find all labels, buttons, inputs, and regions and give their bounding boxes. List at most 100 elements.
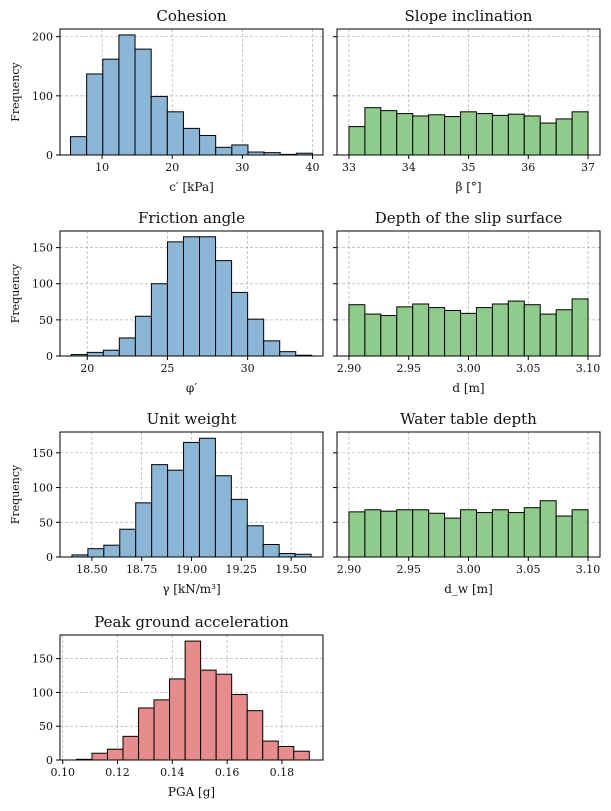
- histogram-bar: [166, 241, 184, 357]
- chart-title: Cohesion: [156, 7, 227, 25]
- x-tick-label: 3.05: [516, 362, 541, 375]
- histogram-bar: [348, 304, 366, 357]
- histogram-bar: [215, 673, 233, 761]
- x-tick-label: 0.12: [105, 766, 130, 779]
- histogram-bar: [263, 340, 281, 357]
- histogram-panel: 2.90 2.95 3.00 3.05 3.10 Water table depth d_w…: [333, 410, 601, 596]
- histogram-bar: [364, 107, 382, 156]
- x-tick-label: 2.95: [396, 362, 421, 375]
- histogram-panel: 10 20 30 40 0 100 200 Cohesion c′ [kPa] Frequency: [9, 7, 324, 194]
- x-axis-label: φ′: [186, 381, 197, 395]
- chart-title: Slope inclination: [405, 7, 533, 25]
- x-tick-label: 30: [235, 161, 249, 174]
- histogram-bar: [491, 509, 509, 558]
- histogram-bar: [183, 441, 200, 558]
- x-tick-label: 2.90: [337, 563, 362, 576]
- x-tick-label: 34: [402, 161, 416, 174]
- x-tick-label: 2.90: [337, 362, 362, 375]
- x-tick-label: 36: [521, 161, 535, 174]
- histogram-bar: [539, 500, 557, 558]
- histogram-bar: [70, 136, 88, 156]
- histogram-bar: [262, 544, 280, 558]
- histogram-bar: [428, 114, 446, 156]
- histogram-bar: [555, 515, 573, 558]
- histogram-bar: [475, 307, 493, 357]
- histogram-bar: [444, 309, 462, 357]
- histogram-bar: [555, 118, 573, 156]
- y-tick-label: 0: [46, 551, 53, 564]
- x-tick-label: 3.10: [576, 362, 601, 375]
- x-tick-label: 0.14: [160, 766, 185, 779]
- histogram-bar: [555, 309, 573, 357]
- histogram-bar: [102, 58, 120, 156]
- x-tick-label: 33: [342, 161, 356, 174]
- histogram-bar: [151, 464, 169, 558]
- y-axis-label: Frequency: [9, 263, 22, 323]
- y-tick-label: 0: [46, 149, 53, 162]
- x-tick-label: 19.00: [176, 563, 208, 576]
- x-tick-label: 0.16: [215, 766, 240, 779]
- y-tick-label: 100: [32, 686, 53, 699]
- histogram-bar: [153, 699, 171, 761]
- histogram-bar: [215, 260, 233, 357]
- histogram-bar: [214, 475, 232, 558]
- histogram-bar: [364, 509, 382, 558]
- x-tick-label: 3.00: [456, 563, 481, 576]
- histogram-bar: [118, 337, 136, 357]
- x-tick-label: 2.95: [396, 563, 421, 576]
- histogram-bar: [571, 509, 589, 558]
- histogram-bar: [135, 502, 153, 558]
- histogram-bar: [523, 507, 541, 558]
- chart-title: Water table depth: [400, 410, 537, 428]
- x-axis-label: d_w [m]: [444, 582, 493, 596]
- histogram-panel: 0.10 0.12 0.14 0.16 0.18 0 50 100 150 Peak ground…: [32, 613, 324, 799]
- x-tick-label: 3.00: [456, 362, 481, 375]
- histogram-bar: [507, 512, 525, 558]
- histogram-bar: [150, 95, 168, 156]
- histogram-bar: [279, 351, 297, 357]
- histogram-bar: [507, 300, 525, 357]
- y-tick-label: 100: [32, 90, 53, 103]
- y-axis-label: Frequency: [9, 61, 22, 121]
- x-tick-label: 30: [241, 362, 255, 375]
- histogram-bar: [412, 115, 430, 156]
- histogram-bar: [246, 710, 264, 761]
- histogram-bar: [200, 669, 217, 761]
- histogram-bar: [138, 707, 155, 761]
- histogram-bar: [523, 115, 541, 156]
- x-tick-label: 25: [160, 362, 174, 375]
- histogram-bar: [539, 313, 557, 357]
- histogram-bar: [199, 236, 217, 357]
- histogram-bar: [507, 113, 525, 156]
- histogram-bar: [293, 750, 310, 761]
- y-tick-label: 150: [32, 242, 53, 255]
- histogram-bar: [230, 498, 248, 558]
- histogram-bar: [460, 312, 477, 357]
- y-tick-label: 150: [32, 653, 53, 666]
- histogram-bar: [169, 678, 186, 761]
- x-tick-label: 19.50: [275, 563, 307, 576]
- x-axis-label: PGA [g]: [168, 785, 215, 799]
- histogram-bar: [444, 517, 462, 558]
- y-tick-label: 0: [46, 754, 53, 767]
- histogram-bar: [247, 318, 265, 357]
- histogram-bar: [86, 351, 104, 357]
- x-axis-label: γ [kN/m³]: [162, 582, 220, 596]
- histogram-bar: [475, 113, 493, 156]
- histogram-bar: [396, 113, 414, 156]
- histogram-bar: [380, 110, 398, 156]
- y-tick-label: 50: [39, 516, 53, 529]
- histogram-bar: [460, 111, 477, 156]
- histogram-bar: [412, 303, 430, 357]
- histogram-bar: [277, 745, 295, 761]
- histogram-bar: [491, 114, 509, 156]
- chart-title: Friction angle: [138, 209, 245, 227]
- x-tick-label: 18.75: [126, 563, 158, 576]
- y-tick-label: 50: [39, 314, 53, 327]
- histogram-bar: [348, 126, 366, 156]
- histogram-bar: [428, 512, 446, 558]
- x-tick-label: 18.50: [76, 563, 108, 576]
- histogram-bar: [380, 510, 398, 558]
- histogram-bar: [87, 548, 105, 558]
